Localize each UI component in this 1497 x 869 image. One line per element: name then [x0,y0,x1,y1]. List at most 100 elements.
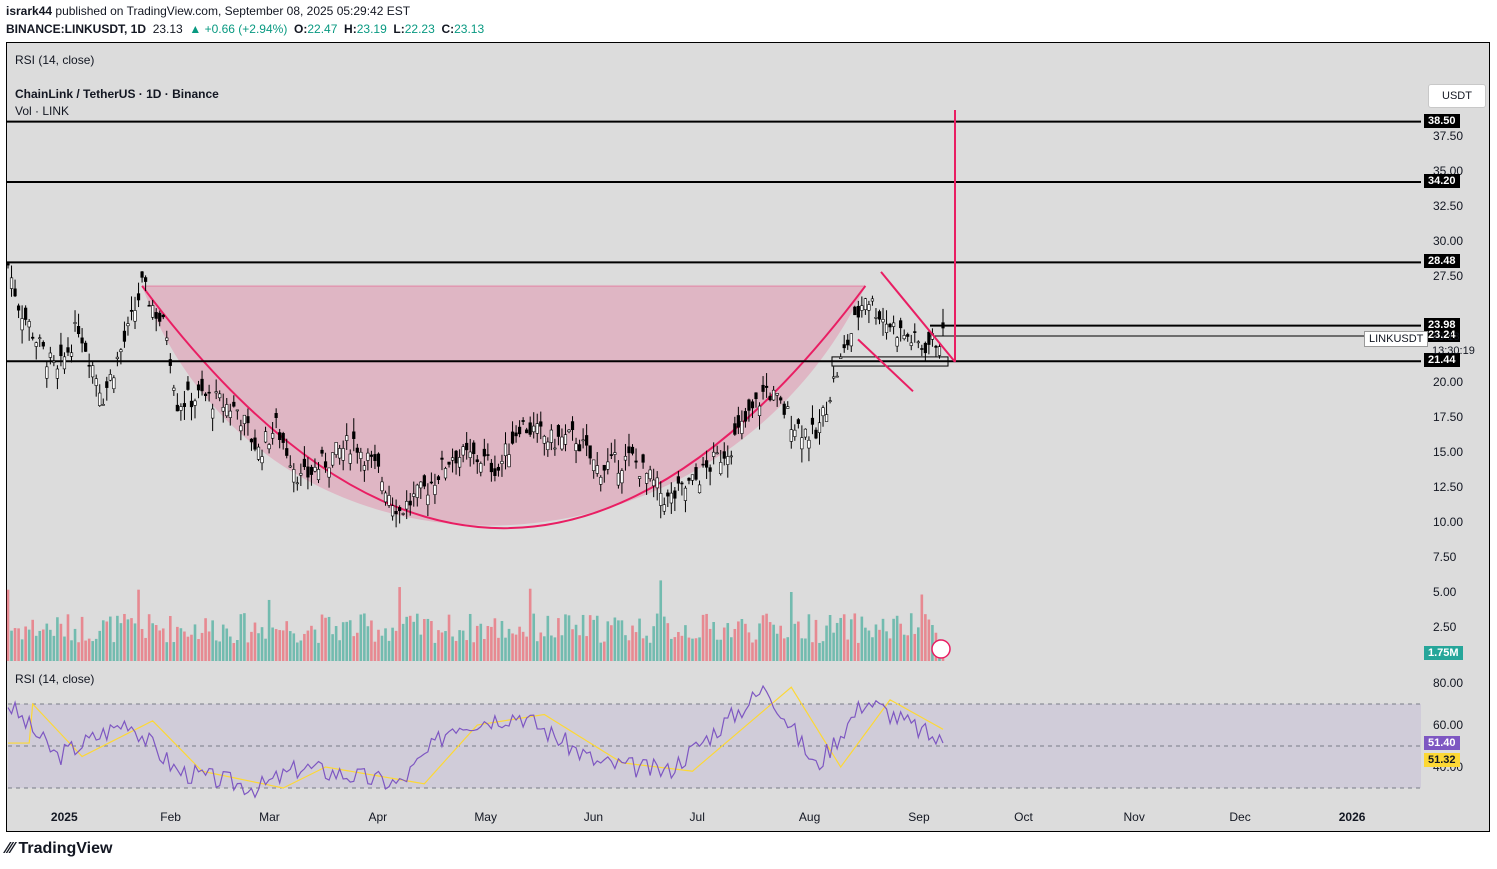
candle-body [387,495,391,506]
candle-body [348,453,352,464]
volume-bar [151,623,154,661]
volume-bar [472,642,476,661]
volume-bar [553,637,557,661]
candle-body [373,454,377,461]
candle-body [870,298,875,302]
volume-bar [101,620,105,661]
candle-body [129,309,134,312]
volume-bar [214,640,218,661]
candle-body [292,469,296,483]
volume-bar [758,623,761,661]
rsi-legend-top[interactable]: RSI (14, close) [15,53,95,67]
candle-body [419,481,423,489]
volume-bar [765,613,768,661]
candle-body [140,271,144,278]
candle-body [405,501,409,510]
volume-bar [564,614,567,661]
candle-body [274,413,278,418]
candle-body [161,314,165,318]
candle-body [465,442,469,451]
candle-body [165,337,169,341]
candle-body [503,443,508,457]
candle-body [637,476,642,479]
volume-bar [394,630,398,661]
volume-bar [581,614,585,661]
candle-body [881,319,885,323]
close-label: C: [441,22,455,36]
candle-body [253,437,257,450]
volume-bar [63,636,66,661]
volume-legend[interactable]: Vol · LINK [15,104,70,118]
volume-bar [264,638,267,661]
volume-bar [370,620,373,661]
volume-bar [440,632,444,661]
volume-bar [225,628,229,661]
volume-bar [631,625,634,661]
volume-bar [458,630,461,661]
flash-icon [931,639,951,659]
candle-body [648,469,652,480]
candle-body [172,387,176,391]
volume-bar [384,628,387,661]
volume-bar [772,624,775,661]
support-box [831,356,949,367]
candle-body [334,442,338,455]
volume-bar [775,633,779,661]
volume-bar [331,634,334,661]
volume-bar [419,634,423,661]
volume-bar [285,621,289,661]
volume-bar [299,640,303,661]
volume-bar [27,629,31,661]
volume-bar [807,614,811,661]
candle-body [9,277,14,289]
volume-bar [645,635,648,661]
currency-button[interactable]: USDT [1428,84,1486,108]
candle-body [24,307,28,320]
volume-bar [17,628,20,661]
candle-body [454,450,458,464]
candle-body [613,452,617,455]
volume-bar [737,621,740,661]
volume-bar [257,633,260,661]
candle-body [645,473,649,484]
volume-bar [172,642,176,661]
volume-bar [726,623,730,661]
pair-legend[interactable]: ChainLink / TetherUS · 1D · Binance [15,87,219,101]
candle-body [514,432,518,437]
volume-bar [366,626,370,661]
candle-body [429,481,433,484]
volume-bar [398,587,401,661]
candle-body [281,433,285,443]
volume-bar [274,629,278,661]
candle-body [666,492,670,497]
price-tick: 2.50 [1433,620,1457,635]
candle-body [909,342,913,346]
rsi-pane-legend[interactable]: RSI (14, close) [15,672,95,686]
volume-bar [34,635,38,661]
candle-body [390,505,395,517]
candle-body [937,346,942,356]
volume-bar [479,623,483,661]
volume-bar [662,616,666,661]
candle-body [539,421,543,427]
candle-body [482,448,486,457]
volume-bar [789,591,793,661]
candle-body [479,463,483,473]
candle-body [581,439,585,442]
chart-frame[interactable] [6,42,1490,832]
candle-body [902,335,906,340]
volume-bar [655,613,659,661]
candle-body [16,305,21,311]
publish-text: published on TradingView.com, September … [55,4,411,18]
candle-body [874,317,878,319]
candle-body [602,464,606,471]
volume-bar [327,616,331,661]
volume-bar [176,626,179,661]
candle-body [510,431,515,444]
candle-body [45,366,49,379]
volume-bar [31,619,34,661]
candle-body [450,457,455,461]
low-label: L: [393,22,405,36]
candle-body [786,406,790,409]
